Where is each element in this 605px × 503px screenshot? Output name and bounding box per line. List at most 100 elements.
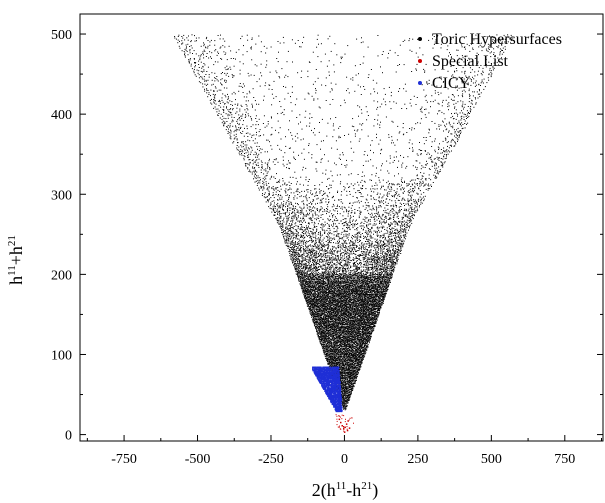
toric-point xyxy=(333,316,335,318)
toric-point xyxy=(381,304,383,306)
toric-point xyxy=(365,316,367,318)
toric-point xyxy=(352,331,354,333)
toric-point xyxy=(321,315,323,317)
toric-point xyxy=(373,323,375,325)
toric-point xyxy=(363,353,365,355)
toric-point xyxy=(318,333,320,335)
toric-point xyxy=(322,319,324,321)
toric-point xyxy=(349,369,351,371)
toric-point xyxy=(346,370,348,372)
toric-point xyxy=(366,329,368,331)
toric-point xyxy=(323,312,325,314)
toric-point xyxy=(332,324,334,326)
toric-point xyxy=(319,304,321,306)
toric-point xyxy=(350,340,352,341)
toric-point xyxy=(348,302,350,304)
toric-point xyxy=(352,317,353,319)
toric-point xyxy=(334,350,335,352)
toric-point xyxy=(347,356,349,358)
toric-point xyxy=(346,405,348,407)
toric-point xyxy=(340,354,342,356)
toric-point xyxy=(380,306,382,308)
toric-point xyxy=(352,349,353,350)
toric-point xyxy=(351,311,353,313)
toric-point xyxy=(361,299,363,301)
toric-point xyxy=(335,365,337,367)
toric-point xyxy=(338,309,340,311)
toric-point xyxy=(319,302,321,304)
toric-point xyxy=(333,336,335,338)
toric-point xyxy=(361,320,363,322)
toric-point xyxy=(342,378,344,380)
toric-point xyxy=(339,334,341,336)
toric-point xyxy=(358,334,360,336)
toric-point xyxy=(325,346,327,347)
toric-point xyxy=(349,349,350,351)
toric-point xyxy=(331,318,333,320)
toric-point xyxy=(334,329,336,331)
toric-point xyxy=(329,308,331,310)
toric-point xyxy=(340,335,342,337)
toric-point xyxy=(320,313,322,315)
toric-point xyxy=(306,302,308,304)
toric-point xyxy=(349,361,351,363)
toric-point xyxy=(340,344,342,346)
toric-point xyxy=(343,404,345,406)
toric-point xyxy=(355,302,357,304)
toric-point xyxy=(368,308,370,310)
toric-point xyxy=(343,325,344,327)
toric-point xyxy=(360,324,362,326)
toric-point xyxy=(341,331,343,333)
toric-point xyxy=(348,375,350,377)
toric-point xyxy=(338,354,340,355)
toric-point xyxy=(342,316,344,318)
toric-point xyxy=(363,331,365,333)
toric-point xyxy=(345,360,347,362)
toric-point xyxy=(311,315,313,316)
toric-point xyxy=(357,373,359,375)
toric-point xyxy=(324,333,326,335)
toric-point xyxy=(321,305,323,307)
toric-point xyxy=(334,338,336,340)
toric-point xyxy=(368,306,370,308)
toric-point xyxy=(343,312,345,314)
toric-point xyxy=(376,319,378,320)
toric-point xyxy=(342,322,344,324)
toric-point xyxy=(330,351,332,352)
toric-point xyxy=(321,301,323,303)
toric-point xyxy=(341,384,343,386)
toric-point xyxy=(315,306,317,308)
toric-point xyxy=(329,358,330,360)
toric-point xyxy=(358,321,360,323)
toric-point xyxy=(320,304,322,306)
toric-point xyxy=(362,326,364,327)
toric-point xyxy=(347,312,349,314)
toric-point xyxy=(350,323,352,325)
toric-point xyxy=(347,322,349,324)
toric-point xyxy=(368,338,370,340)
toric-point xyxy=(357,322,359,324)
toric-point xyxy=(327,342,329,344)
toric-point xyxy=(336,308,338,310)
toric-point xyxy=(327,298,329,300)
toric-point xyxy=(362,303,364,305)
toric-point xyxy=(379,306,381,308)
toric-point xyxy=(325,317,326,319)
toric-point xyxy=(309,302,311,304)
toric-point xyxy=(327,349,329,351)
toric-point xyxy=(357,329,358,331)
toric-point xyxy=(341,365,343,367)
toric-point xyxy=(344,338,346,340)
toric-point xyxy=(369,315,371,316)
toric-point xyxy=(327,354,329,356)
toric-point xyxy=(332,350,334,352)
toric-point xyxy=(313,315,315,317)
toric-point xyxy=(332,309,334,311)
toric-point xyxy=(360,319,362,321)
toric-point xyxy=(354,347,355,349)
toric-point xyxy=(325,306,327,308)
toric-point xyxy=(357,312,359,314)
toric-point xyxy=(332,307,334,309)
toric-point xyxy=(349,315,351,317)
toric-point xyxy=(358,353,359,355)
